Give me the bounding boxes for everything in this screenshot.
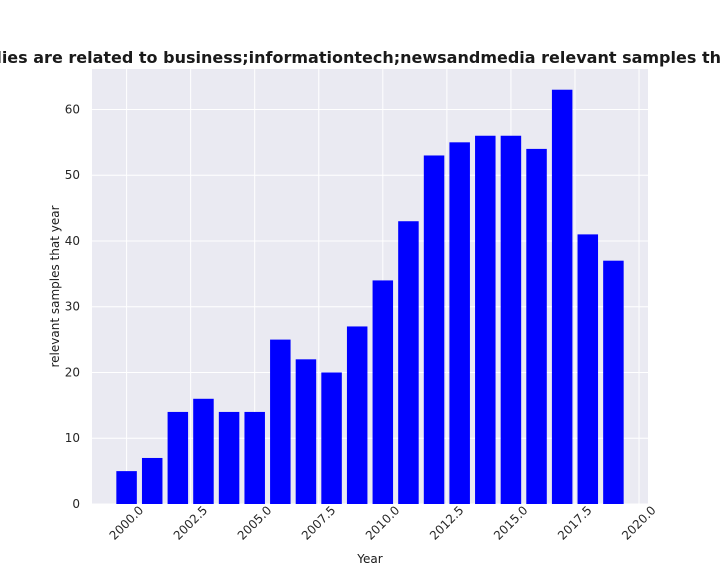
x-tick-label: 2000.0 <box>107 503 147 543</box>
x-axis-label: Year <box>356 552 382 566</box>
bar-2016 <box>526 148 547 505</box>
bar-2005 <box>244 411 265 504</box>
y-axis-label: relevant samples that year <box>48 205 62 367</box>
y-tick-label: 10 <box>65 431 80 445</box>
bar-2004 <box>218 411 240 504</box>
bar-2009 <box>346 326 368 504</box>
bar-2002 <box>167 411 189 504</box>
y-axis-ticks: 0 10 20 30 40 50 60 <box>65 102 80 511</box>
bar-2000 <box>116 471 137 504</box>
bar-2013 <box>449 142 470 504</box>
bar-2015 <box>500 135 522 504</box>
x-tick-label: 2010.0 <box>363 503 403 543</box>
x-tick-label: 2020.0 <box>619 503 659 543</box>
y-tick-label: 50 <box>65 168 80 182</box>
x-tick-label: 2005.0 <box>235 503 275 543</box>
bar-2017 <box>551 89 573 504</box>
y-tick-label: 30 <box>65 300 80 314</box>
bar-2012 <box>423 155 445 504</box>
chart-title: Number of studies are related to busines… <box>0 48 720 67</box>
bar-2019 <box>603 260 624 504</box>
bar-2014 <box>475 135 496 504</box>
bar-2007 <box>295 359 317 504</box>
bar-2001 <box>141 457 163 504</box>
y-tick-label: 60 <box>65 102 80 116</box>
bar-2006 <box>270 339 291 504</box>
bar-2011 <box>398 221 419 504</box>
x-tick-label: 2015.0 <box>491 503 531 543</box>
bar-2018 <box>577 234 599 504</box>
bar-2010 <box>372 280 394 504</box>
x-tick-label: 2007.5 <box>299 503 339 543</box>
y-tick-label: 20 <box>65 365 80 379</box>
x-tick-label: 2017.5 <box>555 503 595 543</box>
bars <box>116 89 624 505</box>
x-tick-label: 2002.5 <box>171 503 211 543</box>
y-tick-label: 0 <box>72 497 80 511</box>
bar-2003 <box>193 398 214 504</box>
x-tick-label: 2012.5 <box>427 503 467 543</box>
y-tick-label: 40 <box>65 234 80 248</box>
x-axis-ticks: 2000.0 2002.5 2005.0 2007.5 2010.0 2012.5 2015… <box>107 503 659 543</box>
bar-2008 <box>321 372 342 504</box>
